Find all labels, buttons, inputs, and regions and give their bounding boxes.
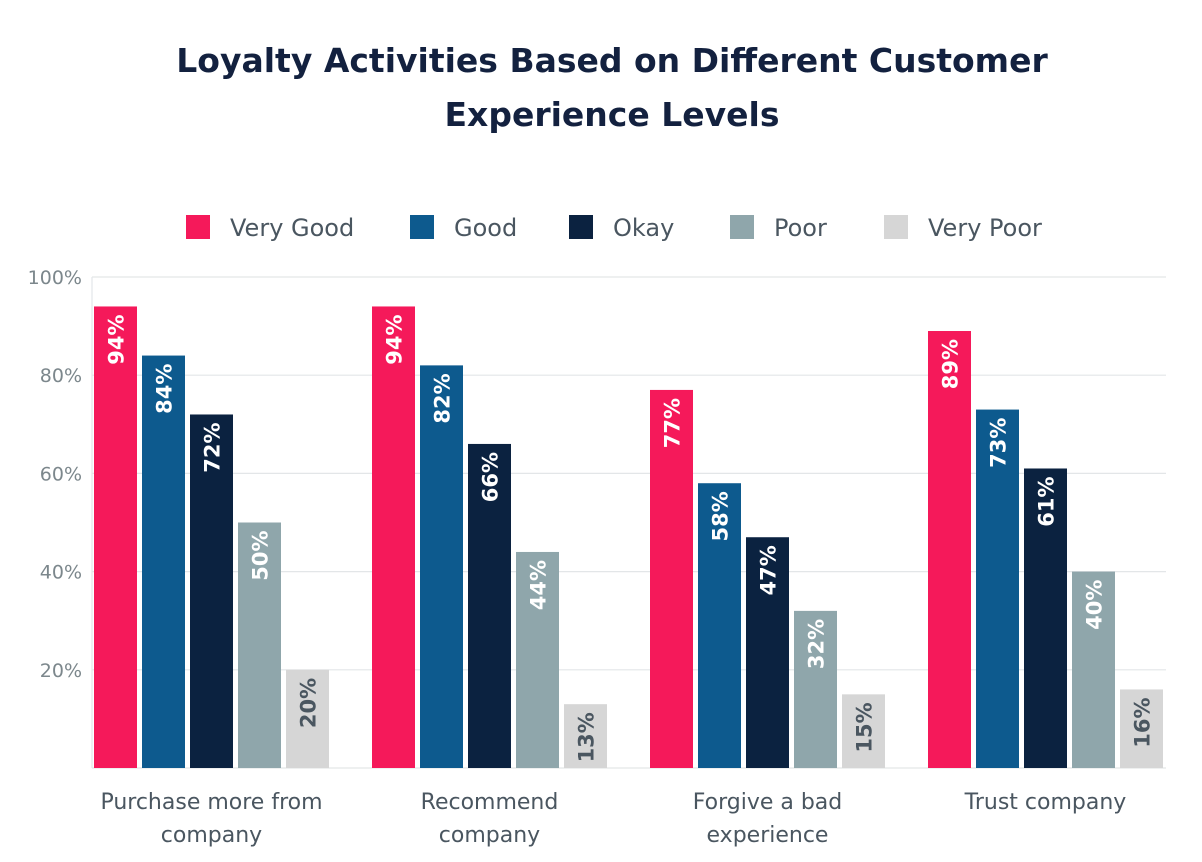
bar	[794, 610, 837, 768]
legend-swatch	[410, 215, 434, 239]
bar	[190, 414, 233, 768]
legend-swatch	[730, 215, 754, 239]
bar	[928, 331, 971, 768]
bar-value-label: 66%	[479, 452, 503, 502]
bar-value-label: 72%	[201, 422, 225, 472]
legend-swatch	[186, 215, 210, 239]
bar	[238, 522, 281, 768]
x-category-label: experience	[707, 823, 829, 848]
x-category-label: Recommend	[421, 790, 559, 815]
legend-label: Poor	[774, 214, 827, 242]
y-tick-label: 60%	[40, 463, 82, 485]
bar-value-label: 50%	[249, 531, 273, 581]
legend-item: Good	[410, 214, 517, 242]
bar-value-label: 61%	[1035, 476, 1059, 526]
bar-value-label: 15%	[853, 702, 877, 752]
x-category-label: Forgive a bad	[693, 790, 843, 815]
bar	[468, 443, 511, 768]
bar-value-label: 94%	[105, 314, 129, 364]
legend-label: Okay	[613, 214, 674, 242]
bar-value-label: 84%	[153, 364, 177, 414]
y-tick-label: 100%	[28, 267, 82, 289]
legend-item: Okay	[569, 214, 674, 242]
y-tick-label: 20%	[40, 660, 82, 682]
bar-value-label: 73%	[987, 418, 1011, 468]
legend-item: Very Poor	[884, 214, 1042, 242]
bar	[516, 551, 559, 768]
x-category-label: Trust company	[964, 790, 1127, 815]
bar-value-label: 16%	[1131, 697, 1155, 747]
legend-label: Good	[454, 214, 517, 242]
legend-item: Very Good	[186, 214, 354, 242]
legend-label: Very Good	[230, 214, 354, 242]
bar-value-label: 89%	[939, 339, 963, 389]
bar	[698, 483, 741, 768]
bar	[1072, 571, 1115, 768]
chart-title: Experience Levels	[445, 95, 780, 134]
bar	[976, 409, 1019, 768]
bar-value-label: 13%	[575, 712, 599, 762]
x-category-label: Purchase more from	[100, 790, 322, 815]
legend-label: Very Poor	[928, 214, 1042, 242]
bar	[650, 389, 693, 768]
bar	[1120, 689, 1163, 768]
bar-value-label: 20%	[297, 678, 321, 728]
bar	[142, 355, 185, 768]
bar-value-label: 94%	[383, 314, 407, 364]
bar-value-label: 32%	[805, 619, 829, 669]
bar	[1024, 468, 1067, 768]
bar	[842, 694, 885, 768]
legend-swatch	[569, 215, 593, 239]
bar	[286, 669, 329, 768]
x-category-label: company	[439, 823, 540, 848]
x-category-label: company	[161, 823, 262, 848]
bar-value-label: 44%	[527, 560, 551, 610]
bar-value-label: 58%	[709, 491, 733, 541]
bar	[746, 537, 789, 768]
bar-value-label: 77%	[661, 398, 685, 448]
bar	[94, 306, 137, 768]
y-tick-label: 80%	[40, 365, 82, 387]
bar-value-label: 40%	[1083, 580, 1107, 630]
chart-title: Loyalty Activities Based on Different Cu…	[176, 41, 1048, 80]
legend-item: Poor	[730, 214, 827, 242]
y-tick-label: 40%	[40, 562, 82, 584]
bar-value-label: 47%	[757, 545, 781, 595]
bar	[372, 306, 415, 768]
bar-value-label: 82%	[431, 373, 455, 423]
legend-swatch	[884, 215, 908, 239]
bar	[420, 365, 463, 768]
bar	[564, 704, 607, 768]
